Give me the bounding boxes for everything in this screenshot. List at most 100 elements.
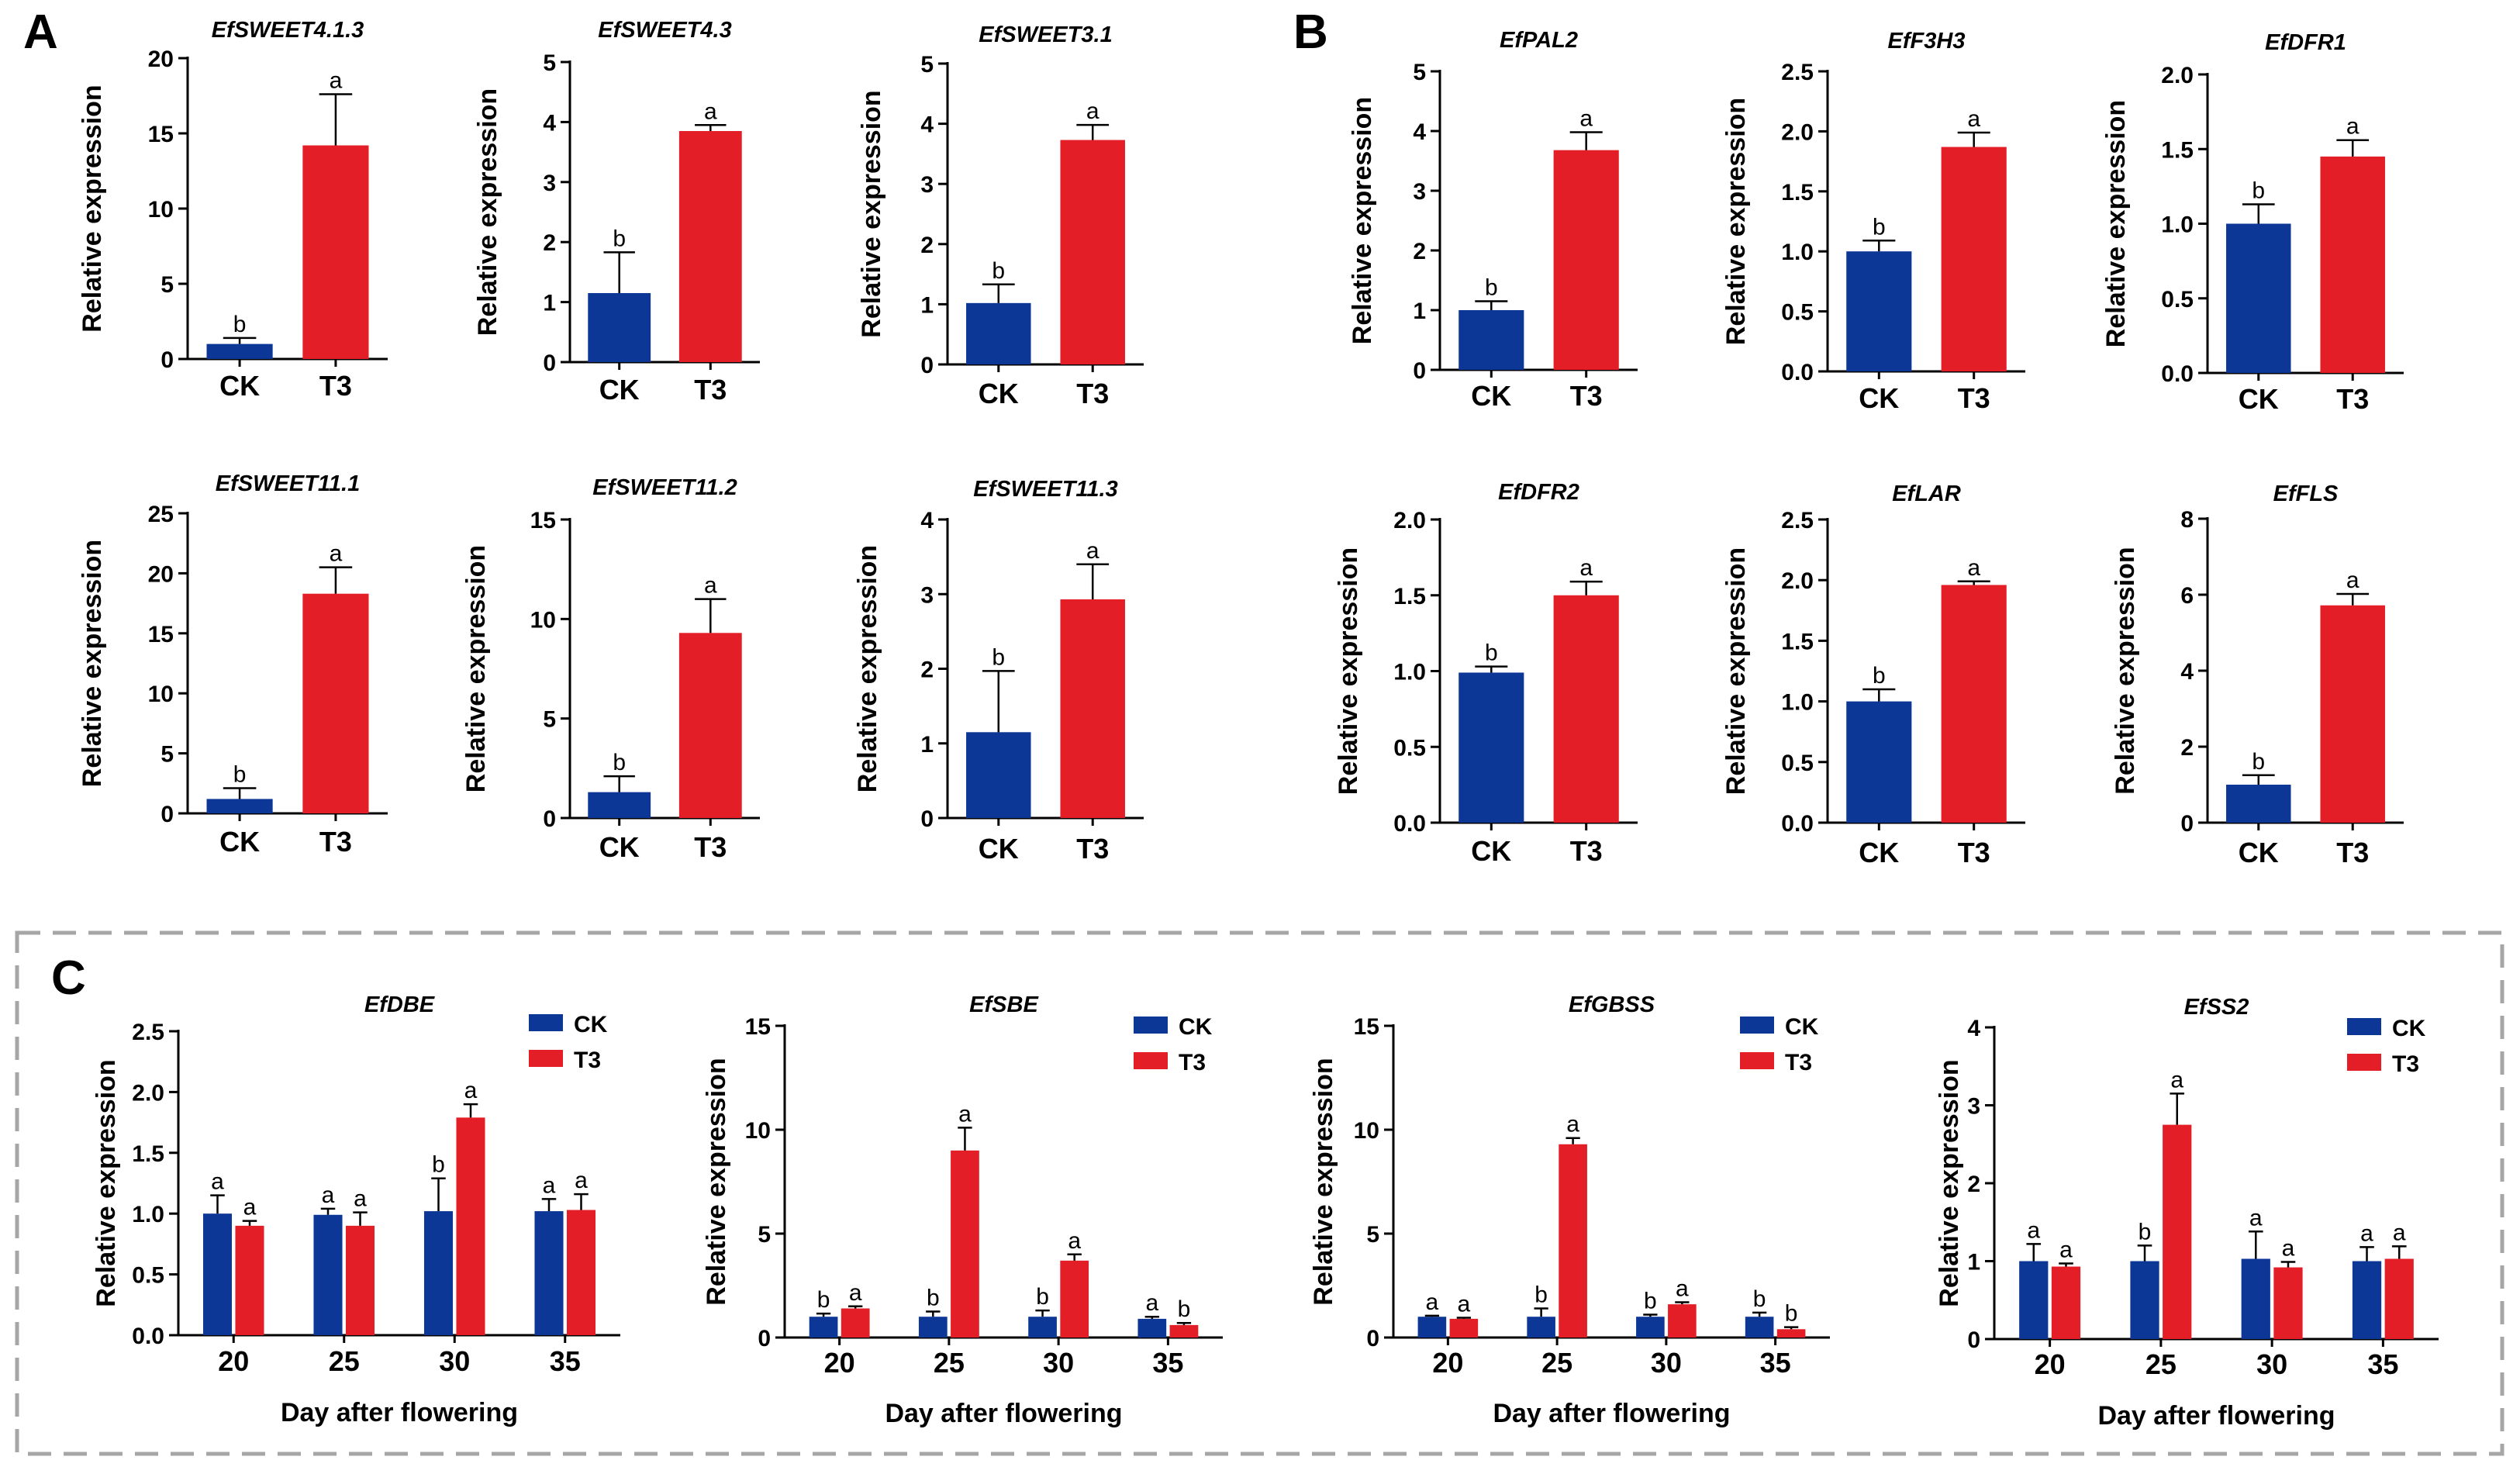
y-axis-label: Relative expression	[2101, 100, 2131, 347]
significance-label: b	[2252, 178, 2265, 203]
significance-label: a	[1086, 98, 1099, 124]
bar-t3	[302, 145, 369, 359]
y-tick-label: 4	[920, 112, 934, 138]
bar-t3-35	[2384, 1258, 2414, 1339]
legend-swatch-t3	[2347, 1054, 2381, 1071]
x-tick-label: T3	[2336, 837, 2369, 868]
significance-label: a	[1145, 1290, 1158, 1316]
y-tick-label: 1.0	[1393, 660, 1426, 685]
significance-label: b	[927, 1286, 940, 1311]
x-tick-label: T3	[694, 831, 727, 863]
x-tick-label: CK	[219, 370, 260, 402]
y-tick-label: 10	[745, 1118, 771, 1144]
bar-t3	[1060, 599, 1125, 818]
significance-label: b	[992, 258, 1005, 284]
significance-label: b	[992, 644, 1005, 670]
y-tick-label: 2.0	[1781, 568, 1814, 594]
y-tick-label: 5	[543, 707, 556, 733]
y-tick-label: 0	[543, 806, 556, 832]
x-tick-label: T3	[694, 374, 727, 406]
bar-ck-25	[2130, 1261, 2159, 1339]
x-tick-label: CK	[979, 833, 1019, 865]
y-tick-label: 3	[1967, 1094, 1980, 1120]
significance-label: a	[1086, 538, 1099, 564]
bar-ck	[206, 799, 273, 813]
y-tick-label: 1.0	[2161, 212, 2194, 238]
significance-label: a	[575, 1168, 588, 1193]
y-tick-label: 1.5	[132, 1141, 164, 1167]
y-tick-label: 0	[920, 806, 934, 832]
x-tick-label: CK	[219, 826, 260, 858]
bar-ck	[1846, 251, 1912, 371]
y-tick-label: 15	[148, 122, 174, 147]
chart-EfSWEET4.3: EfSWEET4.3 Relative expression 0 1 2 3 4 5 b CK a T…	[473, 18, 760, 406]
y-tick-label: 4	[1413, 119, 1426, 145]
y-tick-label: 1	[543, 291, 556, 316]
y-tick-label: 15	[530, 508, 556, 533]
legend-label-ck: CK	[1785, 1014, 1819, 1040]
bar-t3	[2320, 605, 2385, 823]
chart-title: EfSWEET3.1	[979, 22, 1112, 47]
x-axis-label: Day after flowering	[281, 1398, 518, 1427]
x-tick-label: T3	[319, 370, 352, 402]
bar-ck-25	[313, 1214, 343, 1335]
bar-ck	[2226, 785, 2291, 823]
bar-ck	[2226, 223, 2291, 373]
y-tick-label: 2	[920, 233, 934, 258]
bar-ck-35	[1745, 1317, 1774, 1338]
y-tick-label: 2.0	[2161, 63, 2194, 88]
bar-ck	[1458, 310, 1524, 370]
y-axis-label: Relative expression	[91, 1059, 121, 1306]
bar-ck	[588, 292, 651, 362]
y-tick-label: 0.0	[1393, 811, 1426, 837]
bar-ck-35	[534, 1211, 564, 1335]
x-tick-label: T3	[319, 826, 352, 858]
bar-t3	[678, 131, 742, 362]
significance-label: b	[2139, 1219, 2152, 1244]
bar-t3-20	[841, 1308, 870, 1338]
bar-ck	[1846, 701, 1912, 823]
y-tick-label: 4	[2180, 659, 2194, 685]
x-tick-label: 35	[2367, 1348, 2398, 1380]
x-tick-label: T3	[2336, 383, 2369, 415]
significance-label: b	[817, 1287, 830, 1313]
x-tick-label: 20	[218, 1345, 249, 1377]
y-tick-label: 10	[148, 682, 174, 707]
y-axis-label: Relative expression	[702, 1058, 731, 1305]
bar-ck-20	[1417, 1317, 1447, 1338]
bar-t3-20	[2051, 1266, 2081, 1339]
y-tick-label: 0	[161, 347, 174, 373]
y-tick-label: 0.0	[132, 1324, 164, 1349]
y-tick-label: 10	[530, 607, 556, 633]
y-tick-label: 2.0	[132, 1080, 164, 1106]
x-tick-label: 25	[934, 1347, 965, 1379]
chart-EfSWEET11.3: EfSWEET11.3 Relative expression 0 1 2 3 4 b CK a T…	[853, 477, 1144, 865]
significance-label: b	[613, 750, 626, 775]
significance-label: a	[1579, 106, 1593, 132]
legend-swatch-t3	[1740, 1052, 1774, 1069]
chart-EfDBE: EfDBE Relative expression 0.0 0.5 1.0 1.5 2.0 2…	[91, 992, 620, 1427]
significance-label: a	[2360, 1220, 2373, 1246]
significance-label: b	[1485, 640, 1498, 666]
bar-t3-35	[1169, 1324, 1199, 1338]
significance-label: b	[1644, 1289, 1657, 1314]
chart-title: EfSWEET11.2	[592, 475, 737, 500]
significance-label: a	[704, 573, 717, 599]
x-tick-label: 20	[2035, 1348, 2066, 1380]
legend-label-t3: T3	[2392, 1051, 2419, 1077]
bar-t3	[1553, 595, 1619, 823]
y-axis-label: Relative expression	[1334, 547, 1363, 795]
x-tick-label: 25	[329, 1345, 360, 1377]
x-tick-label: CK	[2239, 383, 2279, 415]
significance-label: a	[2346, 568, 2359, 593]
significance-label: a	[2346, 114, 2359, 140]
x-tick-label: T3	[1570, 380, 1603, 412]
significance-label: a	[543, 1172, 556, 1198]
chart-EfLAR: EfLAR Relative expression 0.0 0.5 1.0 1.5 2.0 2…	[1721, 482, 2025, 868]
bar-ck	[206, 343, 273, 359]
y-tick-label: 0.0	[1781, 811, 1814, 837]
legend-label-ck: CK	[1179, 1014, 1213, 1040]
x-axis-label: Day after flowering	[1493, 1399, 1730, 1428]
significance-label: a	[322, 1182, 335, 1208]
